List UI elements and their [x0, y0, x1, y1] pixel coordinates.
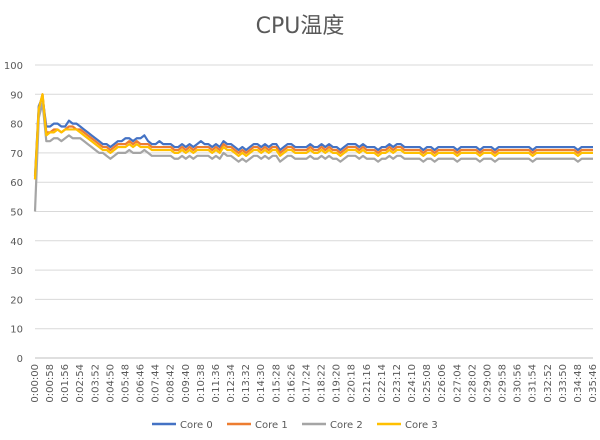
- x-tick-label: 0:19:20: [332, 364, 343, 403]
- x-tick-label: 0:00:58: [45, 364, 56, 403]
- y-tick-label: 80: [10, 120, 23, 131]
- legend-label: Core 1: [255, 420, 288, 431]
- y-tick-label: 30: [10, 266, 23, 277]
- x-tick-label: 0:03:52: [90, 364, 101, 403]
- x-tick-label: 0:34:48: [573, 364, 584, 403]
- y-tick-label: 50: [10, 208, 23, 219]
- x-tick-label: 0:28:02: [467, 364, 478, 403]
- x-tick-label: 0:08:42: [166, 364, 177, 403]
- series-line-core-3: [33, 93, 593, 180]
- x-tick-label: 0:17:24: [301, 364, 312, 403]
- x-tick-label: 0:32:52: [543, 364, 554, 403]
- x-tick-label: 0:04:50: [105, 364, 116, 403]
- y-tick-label: 100: [4, 61, 23, 72]
- x-tick-label: 0:14:30: [256, 364, 267, 403]
- series-line-core-0: [33, 96, 593, 177]
- x-tick-label: 0:29:58: [498, 364, 509, 403]
- legend-item: Core 2: [302, 420, 363, 431]
- y-tick-label: 0: [17, 354, 23, 365]
- legend-label: Core 0: [180, 420, 213, 431]
- x-tick-label: 0:06:46: [136, 364, 147, 403]
- x-tick-label: 0:24:10: [407, 364, 418, 403]
- series-line-core-2: [33, 101, 593, 212]
- y-tick-label: 40: [10, 237, 23, 248]
- y-tick-label: 10: [10, 325, 23, 336]
- legend-label: Core 2: [330, 420, 363, 431]
- legend-item: Core 3: [377, 420, 438, 431]
- x-tick-label: 0:10:38: [196, 364, 207, 403]
- x-tick-label: 0:09:40: [181, 364, 192, 403]
- legend-item: Core 1: [227, 420, 288, 431]
- x-tick-label: 0:31:54: [528, 364, 539, 403]
- x-tick-label: 0:26:06: [437, 364, 448, 403]
- legend-item: Core 0: [152, 420, 213, 431]
- x-tick-label: 0:23:12: [392, 364, 403, 403]
- x-tick-label: 0:16:26: [286, 364, 297, 403]
- x-tick-label: 0:20:18: [347, 364, 358, 403]
- x-tick-label: 0:13:32: [241, 364, 252, 403]
- x-tick-label: 0:01:56: [60, 364, 71, 403]
- x-tick-label: 0:02:54: [75, 364, 86, 403]
- series-line-core-1: [33, 93, 593, 180]
- x-tick-label: 0:29:00: [482, 364, 493, 403]
- x-tick-label: 0:25:08: [422, 364, 433, 403]
- x-tick-label: 0:05:48: [120, 364, 131, 403]
- y-tick-label: 70: [10, 149, 23, 160]
- x-tick-label: 0:11:36: [211, 364, 222, 403]
- x-tick-label: 0:15:28: [271, 364, 282, 403]
- x-tick-label: 0:12:34: [226, 364, 237, 403]
- y-tick-label: 20: [10, 295, 23, 306]
- x-tick-label: 0:07:44: [151, 364, 162, 403]
- x-tick-label: 0:22:14: [377, 364, 388, 403]
- x-tick-label: 0:00:00: [30, 364, 41, 403]
- x-tick-label: 0:18:22: [317, 364, 328, 403]
- x-tick-label: 0:27:04: [452, 364, 463, 403]
- x-tick-label: 0:35:46: [588, 364, 599, 403]
- x-tick-label: 0:33:50: [558, 364, 569, 403]
- chart-title: CPU温度: [255, 14, 345, 39]
- x-tick-label: 0:30:56: [513, 364, 524, 403]
- x-tick-label: 0:21:16: [362, 364, 373, 403]
- y-tick-label: 90: [10, 90, 23, 101]
- y-tick-label: 60: [10, 178, 23, 189]
- legend-label: Core 3: [405, 420, 438, 431]
